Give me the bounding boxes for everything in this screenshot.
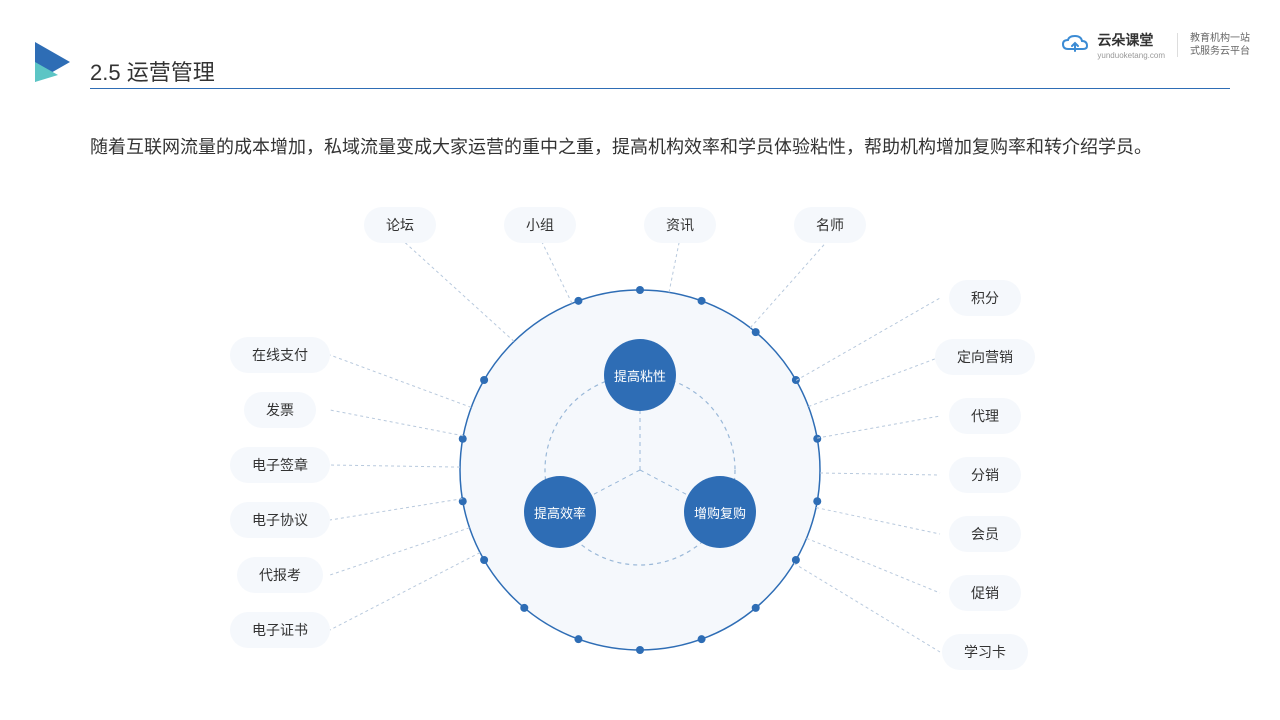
center-node: 提高粘性 xyxy=(604,339,676,411)
brand-logo: 云朵课堂 yunduoketang.com 教育机构一站 式服务云平台 xyxy=(1061,30,1250,60)
outer-node: 发票 xyxy=(244,392,316,428)
section-icon xyxy=(30,40,75,90)
outer-node: 促销 xyxy=(949,575,1021,611)
center-node: 提高效率 xyxy=(524,476,596,548)
outer-node: 学习卡 xyxy=(942,634,1028,670)
outer-node: 积分 xyxy=(949,280,1021,316)
outer-node: 定向营销 xyxy=(935,339,1035,375)
description-text: 随着互联网流量的成本增加，私域流量变成大家运营的重中之重，提高机构效率和学员体验… xyxy=(90,130,1230,164)
outer-node: 资讯 xyxy=(644,207,716,243)
outer-node: 代理 xyxy=(949,398,1021,434)
title-underline xyxy=(90,88,1230,89)
outer-node: 小组 xyxy=(504,207,576,243)
cloud-icon xyxy=(1061,35,1089,55)
center-node: 增购复购 xyxy=(684,476,756,548)
logo-divider xyxy=(1177,33,1178,57)
outer-node: 分销 xyxy=(949,457,1021,493)
section-title-text: 运营管理 xyxy=(127,60,215,85)
outer-node: 电子协议 xyxy=(230,502,330,538)
outer-node: 电子证书 xyxy=(230,612,330,648)
section-number: 2.5 xyxy=(90,60,121,85)
outer-node: 电子签章 xyxy=(230,447,330,483)
outer-node: 名师 xyxy=(794,207,866,243)
brand-tagline: 教育机构一站 式服务云平台 xyxy=(1190,32,1250,58)
outer-node: 会员 xyxy=(949,516,1021,552)
outer-node: 在线支付 xyxy=(230,337,330,373)
brand-name: 云朵课堂 xyxy=(1097,30,1165,50)
outer-node: 论坛 xyxy=(364,207,436,243)
brand-url: yunduoketang.com xyxy=(1097,51,1165,60)
section-title: 2.5 运营管理 xyxy=(90,55,215,87)
outer-node: 代报考 xyxy=(237,557,323,593)
